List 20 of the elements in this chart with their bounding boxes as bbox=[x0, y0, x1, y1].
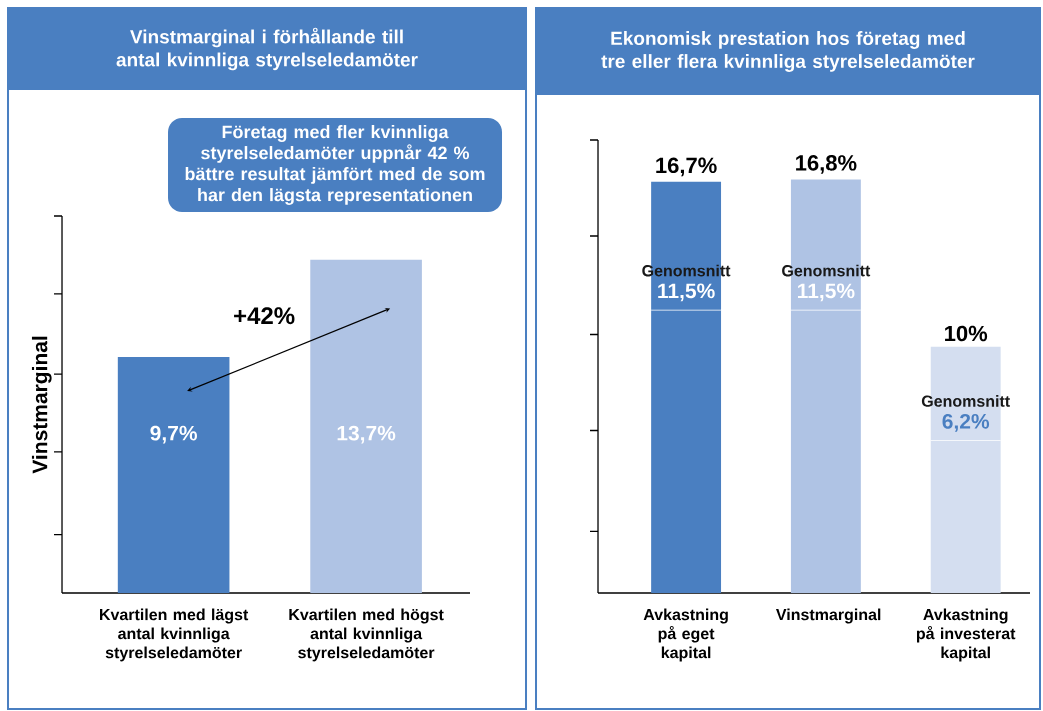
text: Företag med fler kvinnliga styrelseledamöter uppnår 42 % bättre resultat jämfört med de som har den lägsta representationen bbox=[185, 125, 485, 205]
chart-title: Ekonomisk prestation hos företag med tre eller flera kvinnliga styrelseledamöter bbox=[601, 31, 975, 72]
text: Genomsnitt bbox=[782, 264, 871, 277]
data-label: 9,7% bbox=[150, 425, 197, 444]
data-label: 11,5% bbox=[798, 283, 855, 302]
text: Genomsnitt bbox=[921, 395, 1010, 407]
annotation: +42% bbox=[234, 307, 295, 325]
total-label: 16,8% bbox=[796, 155, 857, 174]
data-label: 6,2% bbox=[942, 413, 990, 432]
x-tick-label: Vinstmarginal bbox=[776, 608, 881, 624]
x-tick-label: Avkastning på eget kapital bbox=[643, 608, 728, 662]
data-label: 13,7% bbox=[337, 425, 396, 444]
total-label: 10% bbox=[945, 325, 988, 342]
total-label: 16,7% bbox=[656, 157, 717, 177]
x-tick-label: Kvartilen med lägst antal kvinnliga styrelseledamöter bbox=[100, 608, 249, 662]
y-axis-title: Vinstmarginal bbox=[31, 336, 52, 474]
data-label: 11,5% bbox=[658, 283, 715, 302]
chart-title: Vinstmarginal i förhållande till antal kvinnliga styrelseledamöter bbox=[116, 27, 418, 71]
x-tick-label: Kvartilen med högst antal kvinnliga styrelseledamöter bbox=[289, 608, 444, 662]
x-tick-label: Avkastning på investerat kapital bbox=[916, 608, 1016, 662]
